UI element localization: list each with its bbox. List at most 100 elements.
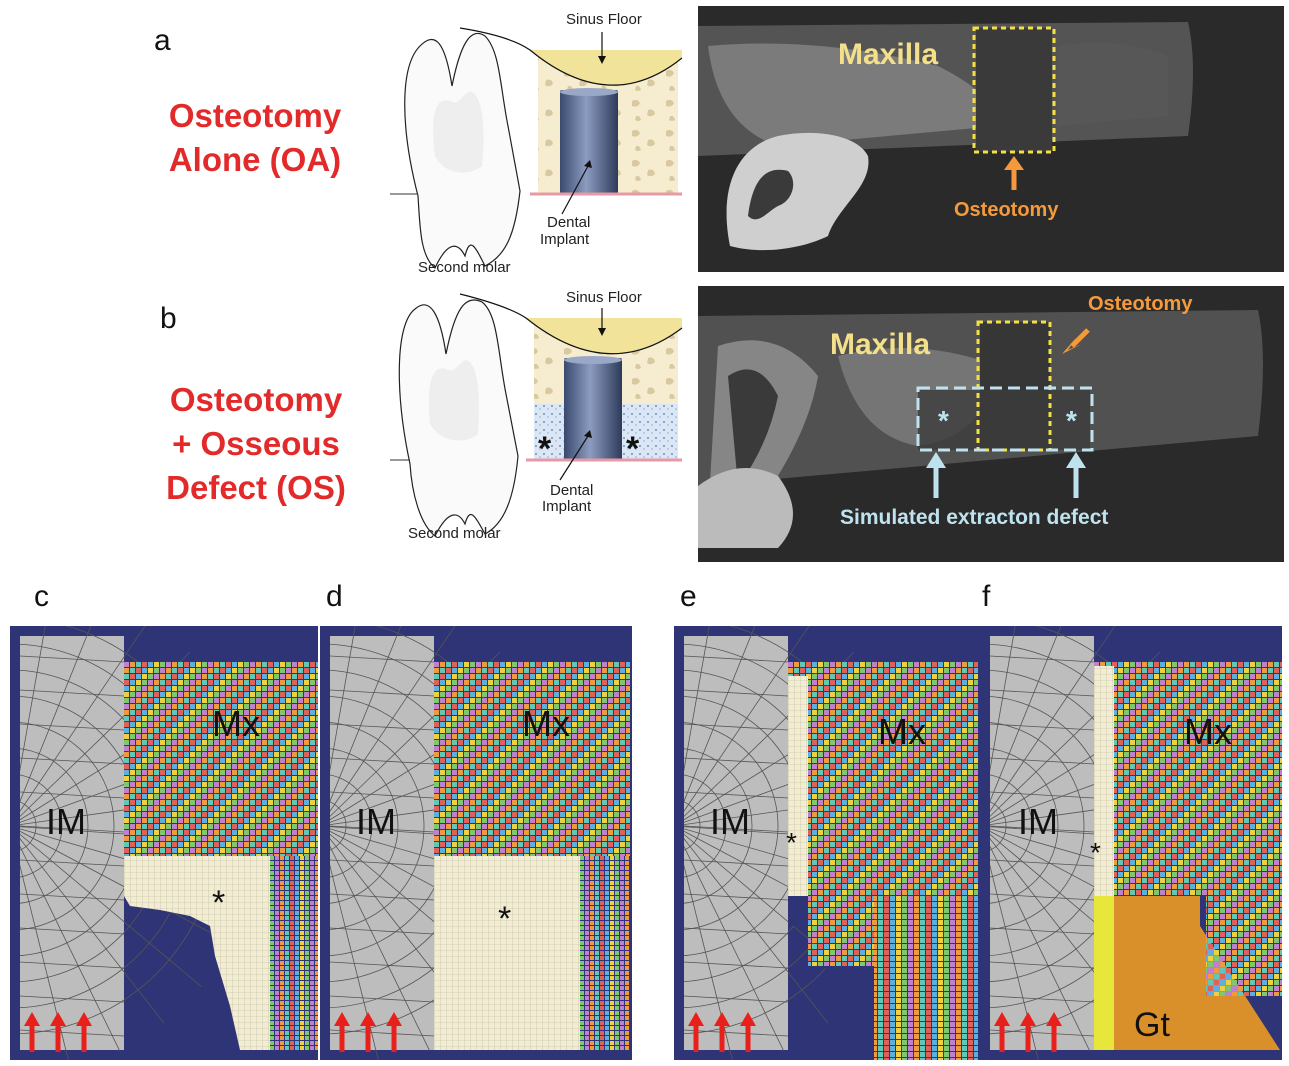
- fem-panel-d: Mx IM *: [320, 626, 632, 1060]
- panel-b-title-line3: Defect (OS): [166, 469, 346, 506]
- panel-label-c: c: [34, 580, 49, 613]
- implant-label-b-line1: Dental: [550, 482, 593, 499]
- load-arrowhead: [334, 1012, 350, 1026]
- xray-a-osteotomy-label: Osteotomy: [954, 199, 1059, 221]
- implant-label: IM: [46, 801, 86, 842]
- xray-b-defect-label: Simulated extracton defect: [840, 506, 1108, 529]
- sinus-floor-label: Sinus Floor: [566, 11, 642, 28]
- implant-region: [684, 636, 788, 1050]
- xray-a-molar-root: [748, 169, 794, 220]
- implant-clip-left: [10, 626, 20, 1060]
- sinus-floor-arrowhead: [598, 56, 606, 64]
- xray-b-defect-marker-left: *: [938, 405, 949, 436]
- tissue-marker: *: [498, 900, 511, 938]
- maxilla-label: Mx: [212, 703, 260, 744]
- maxilla-mesh-top: [124, 662, 318, 856]
- fem-panel-c: Mx IM *: [10, 626, 318, 1060]
- graft-region: [1114, 896, 1280, 1050]
- gap-tissue-strip: [1094, 666, 1114, 896]
- panel-b-title-line2: + Osseous: [172, 425, 340, 462]
- implant-top: [560, 88, 618, 96]
- defect-marker-right: *: [626, 430, 640, 468]
- xray-a-osteotomy-cavity: [976, 28, 1052, 152]
- xray-b-maxilla-label: Maxilla: [830, 328, 930, 361]
- xray-a-molar: [726, 132, 869, 251]
- xray-b-osteotomy-arrow: [1070, 328, 1090, 348]
- xray-b-defect-box: [916, 386, 1094, 452]
- implant-label-line1: Dental: [547, 214, 590, 231]
- fem-panel-f: Gt * IM Mx: [980, 626, 1282, 1060]
- maxilla-mesh-column: [270, 856, 318, 1050]
- xray-a-osteotomy-box: [972, 26, 1056, 154]
- maxilla-mesh-mid: [808, 896, 874, 966]
- soft-tissue-region: [434, 856, 580, 1050]
- implant-pointer-b: [559, 435, 589, 481]
- sinus-floor-label-b: Sinus Floor: [566, 289, 642, 306]
- implant-top-b: [564, 356, 622, 364]
- tissue-marker: *: [212, 884, 225, 922]
- xray-a-osteotomy-arrowhead: [1004, 156, 1024, 170]
- maxilla-mesh-column: [580, 856, 630, 1050]
- schematic-b: * * Sinus Floor Dental Implant Second mo…: [390, 289, 683, 542]
- sinus-floor-arrowhead-b: [598, 328, 606, 336]
- xray-b-molar: [698, 468, 793, 548]
- defect-marker-left: *: [538, 430, 552, 468]
- implant-label: IM: [710, 801, 750, 842]
- xray-a: Maxilla Osteotomy: [698, 6, 1284, 272]
- maxilla-mesh-top: [434, 662, 630, 856]
- xray-a-maxilla-label: Maxilla: [838, 38, 938, 71]
- load-arrowhead: [50, 1012, 66, 1026]
- maxilla-label: Mx: [878, 711, 926, 752]
- implant-pointer: [561, 165, 589, 215]
- panel-b-title-line1: Osteotomy: [169, 381, 343, 418]
- maxilla-mesh-main: [788, 662, 978, 896]
- implant-clip-left: [320, 626, 330, 1060]
- load-arrowhead: [994, 1012, 1010, 1026]
- implant-label-line2: Implant: [540, 231, 590, 248]
- gap-marker: *: [786, 827, 797, 858]
- maxilla-mesh-lower: [874, 896, 978, 1060]
- tooth-pulp-b: [428, 360, 479, 441]
- panel-a-title: Osteotomy Alone (OA): [150, 94, 360, 182]
- xray-b-defect-arrowhead-right: [1066, 452, 1086, 468]
- implant-label: IM: [356, 801, 396, 842]
- load-arrowhead: [76, 1012, 92, 1026]
- tooth-pulp: [433, 91, 484, 173]
- graft-label: Gt: [1134, 1006, 1170, 1044]
- xray-b-tooth-canal: [728, 369, 778, 486]
- implant-clip-left: [674, 626, 684, 1060]
- sinus-floor-line-b: [459, 293, 683, 355]
- panel-label-b: b: [160, 302, 177, 335]
- implant-arrowhead-b: [584, 430, 592, 438]
- implant-label: IM: [1018, 801, 1058, 842]
- load-arrowhead: [714, 1012, 730, 1026]
- load-arrowhead: [1046, 1012, 1062, 1026]
- load-arrowhead: [24, 1012, 40, 1026]
- gap-marker: *: [1090, 837, 1101, 868]
- xray-b-osteotomy-label: Osteotomy: [1088, 293, 1193, 315]
- load-arrowhead: [360, 1012, 376, 1026]
- panel-label-f: f: [982, 580, 991, 613]
- implant-region: [990, 636, 1094, 1050]
- schematic-a: Sinus Floor Dental Implant Second molar: [390, 11, 683, 276]
- load-arrowhead: [740, 1012, 756, 1026]
- xray-b-defect-arrowhead-left: [926, 452, 946, 468]
- maxilla-mesh-graft-side: [1206, 896, 1282, 996]
- xray-b-defect-marker-right: *: [1066, 405, 1077, 436]
- dental-implant: [560, 90, 618, 194]
- dental-implant-b: [564, 358, 622, 460]
- maxilla-label: Mx: [1184, 711, 1232, 752]
- panel-a-title-line2: Alone (OA): [168, 141, 342, 178]
- panel-a-title-line1: Osteotomy: [168, 97, 342, 134]
- xray-a-sinus: [1058, 42, 1168, 126]
- xray-b-defect-area: [918, 390, 1090, 450]
- panel-b-title: Osteotomy + Osseous Defect (OS): [146, 378, 366, 510]
- implant-label-b-line2: Implant: [542, 498, 592, 515]
- xray-a-bone-dense: [708, 43, 998, 146]
- panel-label-e: e: [680, 580, 697, 613]
- xray-b: * * Osteotomy Maxilla Simulated extracto…: [698, 286, 1284, 562]
- panel-label-d: d: [326, 580, 343, 613]
- graft-strip-yellow: [1094, 896, 1114, 1050]
- implant-region: [20, 636, 124, 1050]
- gap-tissue-strip: [788, 676, 808, 896]
